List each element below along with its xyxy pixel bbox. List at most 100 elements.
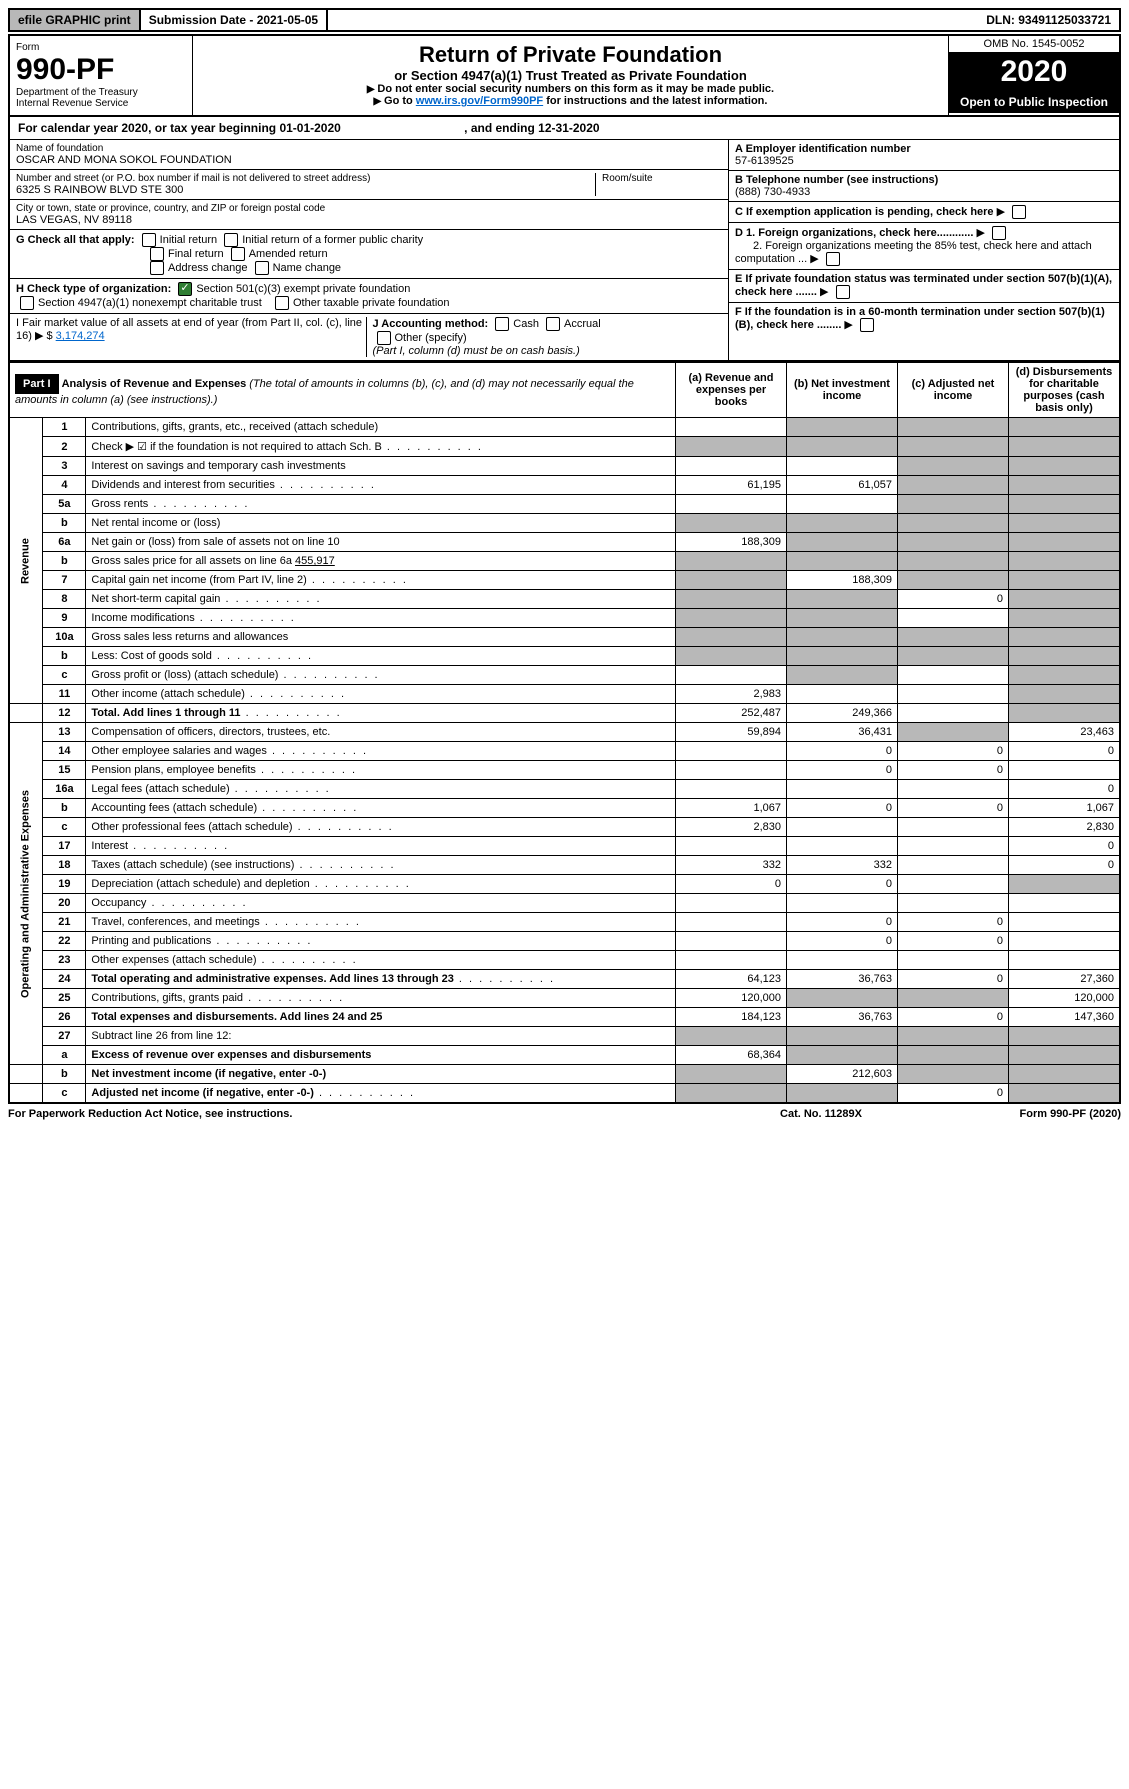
revenue-sidelabel: Revenue xyxy=(9,418,43,704)
cal-year-end: , and ending 12-31-2020 xyxy=(464,121,599,135)
d1-label: D 1. Foreign organizations, check here..… xyxy=(735,227,973,239)
cb-initial-return[interactable] xyxy=(142,233,156,247)
row-3: 3 Interest on savings and temporary cash… xyxy=(9,457,1120,476)
part1-table: Part I Analysis of Revenue and Expenses … xyxy=(8,361,1121,1104)
d2-label: 2. Foreign organizations meeting the 85%… xyxy=(735,240,1092,265)
row-4: 4 Dividends and interest from securities… xyxy=(9,476,1120,495)
row-16a: 16a Legal fees (attach schedule) 0 xyxy=(9,780,1120,799)
ein-label: A Employer identification number xyxy=(735,143,911,155)
tax-year: 2020 xyxy=(949,53,1119,91)
cb-cash[interactable] xyxy=(495,317,509,331)
dln: DLN: 93491125033721 xyxy=(978,10,1119,30)
dept-treasury: Department of the Treasury xyxy=(16,87,186,98)
i-value: 3,174,274 xyxy=(56,330,105,342)
row-22: 22 Printing and publications 00 xyxy=(9,932,1120,951)
cb-other-taxable[interactable] xyxy=(275,296,289,310)
row-24: 24 Total operating and administrative ex… xyxy=(9,970,1120,989)
col-d-header: (d) Disbursements for charitable purpose… xyxy=(1009,362,1121,418)
row-27b: b Net investment income (if negative, en… xyxy=(9,1065,1120,1084)
row-5a: 5a Gross rents xyxy=(9,495,1120,514)
g-name-change: Name change xyxy=(273,262,342,274)
cb-initial-former[interactable] xyxy=(224,233,238,247)
room-label: Room/suite xyxy=(602,173,722,184)
cb-amended-return[interactable] xyxy=(231,247,245,261)
cb-foreign-org[interactable] xyxy=(992,226,1006,240)
row-10a: 10a Gross sales less returns and allowan… xyxy=(9,628,1120,647)
phone-value: (888) 730-4933 xyxy=(735,186,810,198)
footer-left: For Paperwork Reduction Act Notice, see … xyxy=(8,1108,721,1120)
footer-right: Form 990-PF (2020) xyxy=(921,1108,1121,1120)
name-label: Name of foundation xyxy=(16,143,722,154)
instruction-2: Go to www.irs.gov/Form990PF for instruct… xyxy=(199,95,942,107)
h-opt3: Other taxable private foundation xyxy=(293,297,450,309)
j-cash: Cash xyxy=(513,318,539,330)
row-17: 17 Interest 0 xyxy=(9,837,1120,856)
instr2-pre: Go to xyxy=(374,95,416,107)
addr-label: Number and street (or P.O. box number if… xyxy=(16,173,595,184)
form-link[interactable]: www.irs.gov/Form990PF xyxy=(416,95,543,107)
row-10c: c Gross profit or (loss) (attach schedul… xyxy=(9,666,1120,685)
row-9: 9 Income modifications xyxy=(9,609,1120,628)
h-label: H Check type of organization: xyxy=(16,283,171,295)
calendar-year-row: For calendar year 2020, or tax year begi… xyxy=(8,117,1121,140)
part1-label: Part I xyxy=(15,374,59,394)
instr2-post: for instructions and the latest informat… xyxy=(543,95,767,107)
top-bar: efile GRAPHIC print Submission Date - 20… xyxy=(8,8,1121,32)
form-title: Return of Private Foundation xyxy=(199,42,942,68)
row-26: 26 Total expenses and disbursements. Add… xyxy=(9,1008,1120,1027)
row-2: 2 Check ▶ ☑ if the foundation is not req… xyxy=(9,437,1120,457)
j-accrual: Accrual xyxy=(564,318,601,330)
efile-badge: efile GRAPHIC print xyxy=(10,10,139,30)
row-18: 18 Taxes (attach schedule) (see instruct… xyxy=(9,856,1120,875)
j-note: (Part I, column (d) must be on cash basi… xyxy=(373,345,580,357)
entity-info: Name of foundation OSCAR AND MONA SOKOL … xyxy=(8,140,1121,361)
foundation-name: OSCAR AND MONA SOKOL FOUNDATION xyxy=(16,154,722,166)
cb-501c3[interactable] xyxy=(178,282,192,296)
row-27c: c Adjusted net income (if negative, ente… xyxy=(9,1084,1120,1104)
g-amended: Amended return xyxy=(249,248,328,260)
row-15: 15 Pension plans, employee benefits 00 xyxy=(9,761,1120,780)
g-initial: Initial return xyxy=(160,234,217,246)
section-i-j: I Fair market value of all assets at end… xyxy=(10,314,728,360)
row-20: 20 Occupancy xyxy=(9,894,1120,913)
row-5b: b Net rental income or (loss) xyxy=(9,514,1120,533)
row-25: 25 Contributions, gifts, grants paid 120… xyxy=(9,989,1120,1008)
cal-year-begin: For calendar year 2020, or tax year begi… xyxy=(18,121,341,135)
row-27a: a Excess of revenue over expenses and di… xyxy=(9,1046,1120,1065)
e-label: E If private foundation status was termi… xyxy=(735,273,1112,298)
phone-label: B Telephone number (see instructions) xyxy=(735,174,938,186)
row-6a: 6a Net gain or (loss) from sale of asset… xyxy=(9,533,1120,552)
row-13: Operating and Administrative Expenses 13… xyxy=(9,723,1120,742)
h-opt1: Section 501(c)(3) exempt private foundat… xyxy=(196,283,410,295)
street-address: 6325 S RAINBOW BLVD STE 300 xyxy=(16,184,595,196)
cb-60-month[interactable] xyxy=(860,318,874,332)
row-12: 12 Total. Add lines 1 through 11 252,487… xyxy=(9,704,1120,723)
g-initial-former: Initial return of a former public charit… xyxy=(242,234,423,246)
col-a-header: (a) Revenue and expenses per books xyxy=(676,362,787,418)
row-23: 23 Other expenses (attach schedule) xyxy=(9,951,1120,970)
j-label: J Accounting method: xyxy=(373,318,489,330)
cb-accrual[interactable] xyxy=(546,317,560,331)
form-subtitle: or Section 4947(a)(1) Trust Treated as P… xyxy=(199,68,942,83)
cb-name-change[interactable] xyxy=(255,261,269,275)
open-public: Open to Public Inspection xyxy=(949,91,1119,113)
col-c-header: (c) Adjusted net income xyxy=(898,362,1009,418)
cb-85pct-test[interactable] xyxy=(826,252,840,266)
cb-status-terminated[interactable] xyxy=(836,285,850,299)
section-g: G Check all that apply: Initial return I… xyxy=(10,230,728,279)
section-h: H Check type of organization: Section 50… xyxy=(10,279,728,314)
col-b-header: (b) Net investment income xyxy=(787,362,898,418)
cb-final-return[interactable] xyxy=(150,247,164,261)
cb-address-change[interactable] xyxy=(150,261,164,275)
cb-exemption-pending[interactable] xyxy=(1012,205,1026,219)
g-addr-change: Address change xyxy=(168,262,248,274)
omb-number: OMB No. 1545-0052 xyxy=(949,36,1119,53)
row-11: 11 Other income (attach schedule) 2,983 xyxy=(9,685,1120,704)
row-27: 27 Subtract line 26 from line 12: xyxy=(9,1027,1120,1046)
page-footer: For Paperwork Reduction Act Notice, see … xyxy=(8,1104,1121,1124)
row-19: 19 Depreciation (attach schedule) and de… xyxy=(9,875,1120,894)
cb-other-method[interactable] xyxy=(377,331,391,345)
cb-4947a1[interactable] xyxy=(20,296,34,310)
form-number: 990-PF xyxy=(16,53,186,87)
g-label: G Check all that apply: xyxy=(16,234,135,246)
